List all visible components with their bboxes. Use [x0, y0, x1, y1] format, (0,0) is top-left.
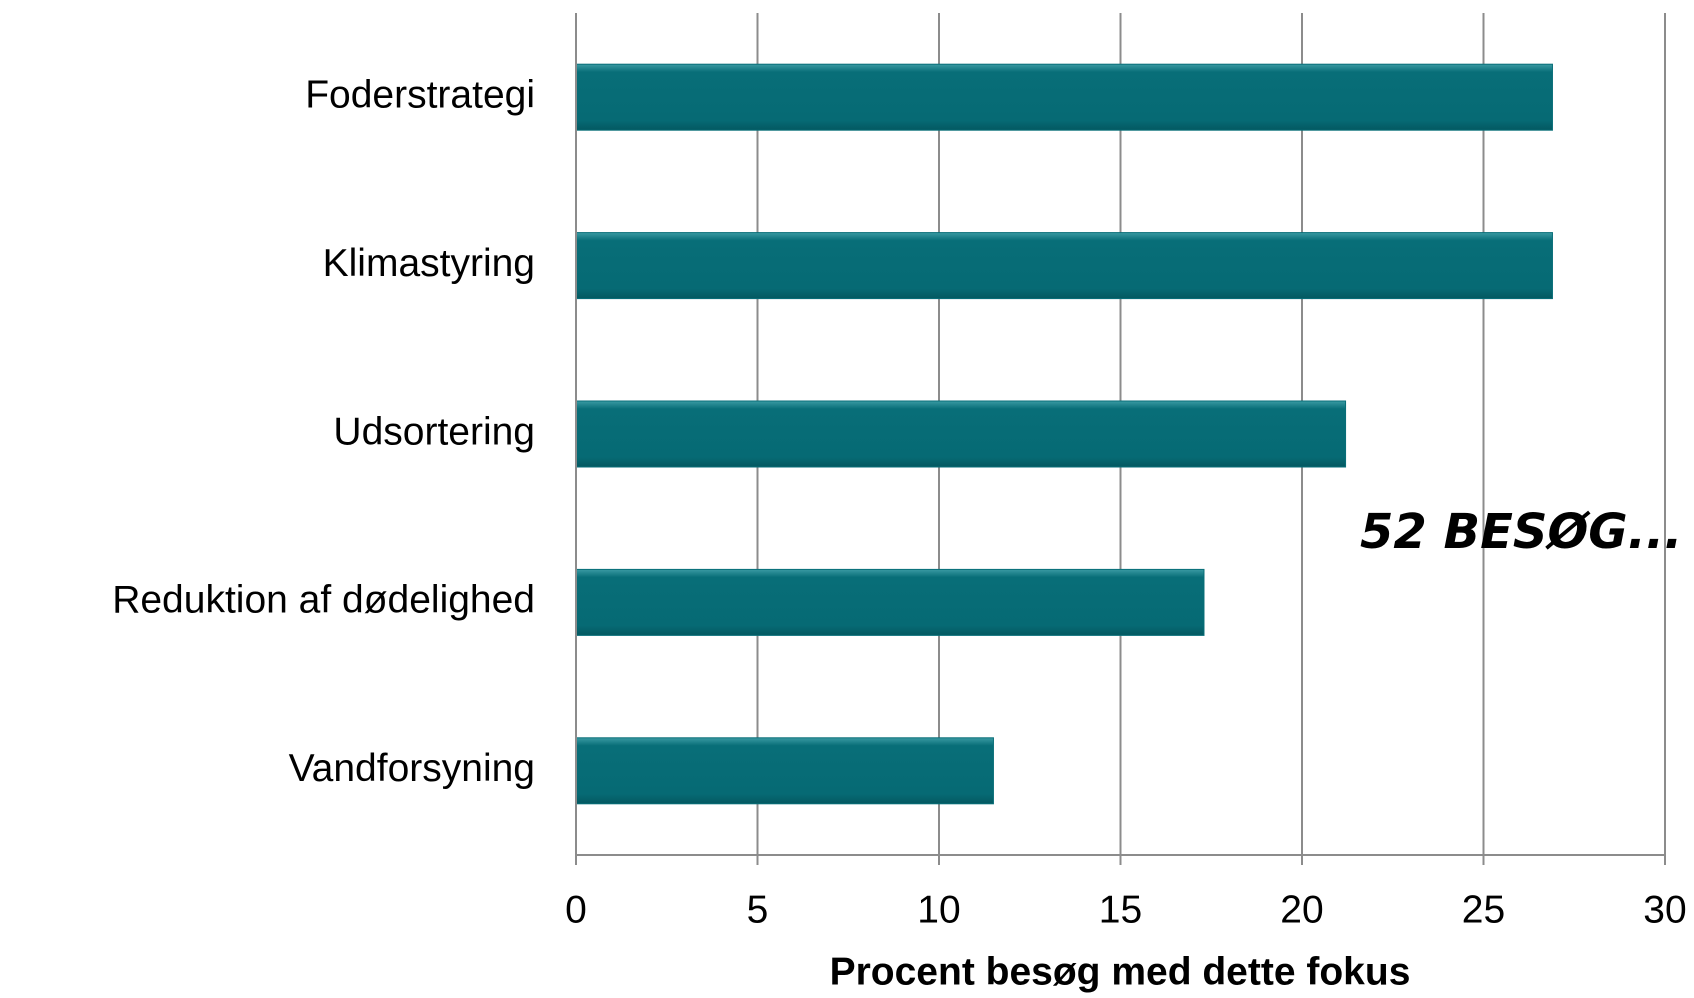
y-tick-label: Udsortering: [333, 410, 535, 453]
y-tick-label: Klimastyring: [323, 242, 535, 285]
x-tick-label: 10: [917, 888, 960, 931]
bar: [575, 63, 1553, 131]
x-tick-label: 5: [747, 888, 769, 931]
x-tick-label: 25: [1462, 888, 1505, 931]
bar: [575, 400, 1347, 468]
x-tick-label: 0: [565, 888, 587, 931]
x-tick-label: 30: [1643, 888, 1686, 931]
bar: [575, 568, 1205, 636]
y-tick-label: Reduktion af dødelighed: [112, 579, 535, 622]
y-tick-label: Foderstrategi: [305, 73, 535, 116]
x-tick-label: 20: [1280, 888, 1323, 931]
annotation: 52 BESØG...: [1360, 504, 1682, 560]
bar: [575, 737, 994, 805]
x-tick-label: 15: [1099, 888, 1142, 931]
y-tick-label: Vandforsyning: [289, 747, 535, 790]
x-axis-title: Procent besøg med dette fokus: [830, 950, 1411, 993]
bar: [575, 232, 1553, 300]
